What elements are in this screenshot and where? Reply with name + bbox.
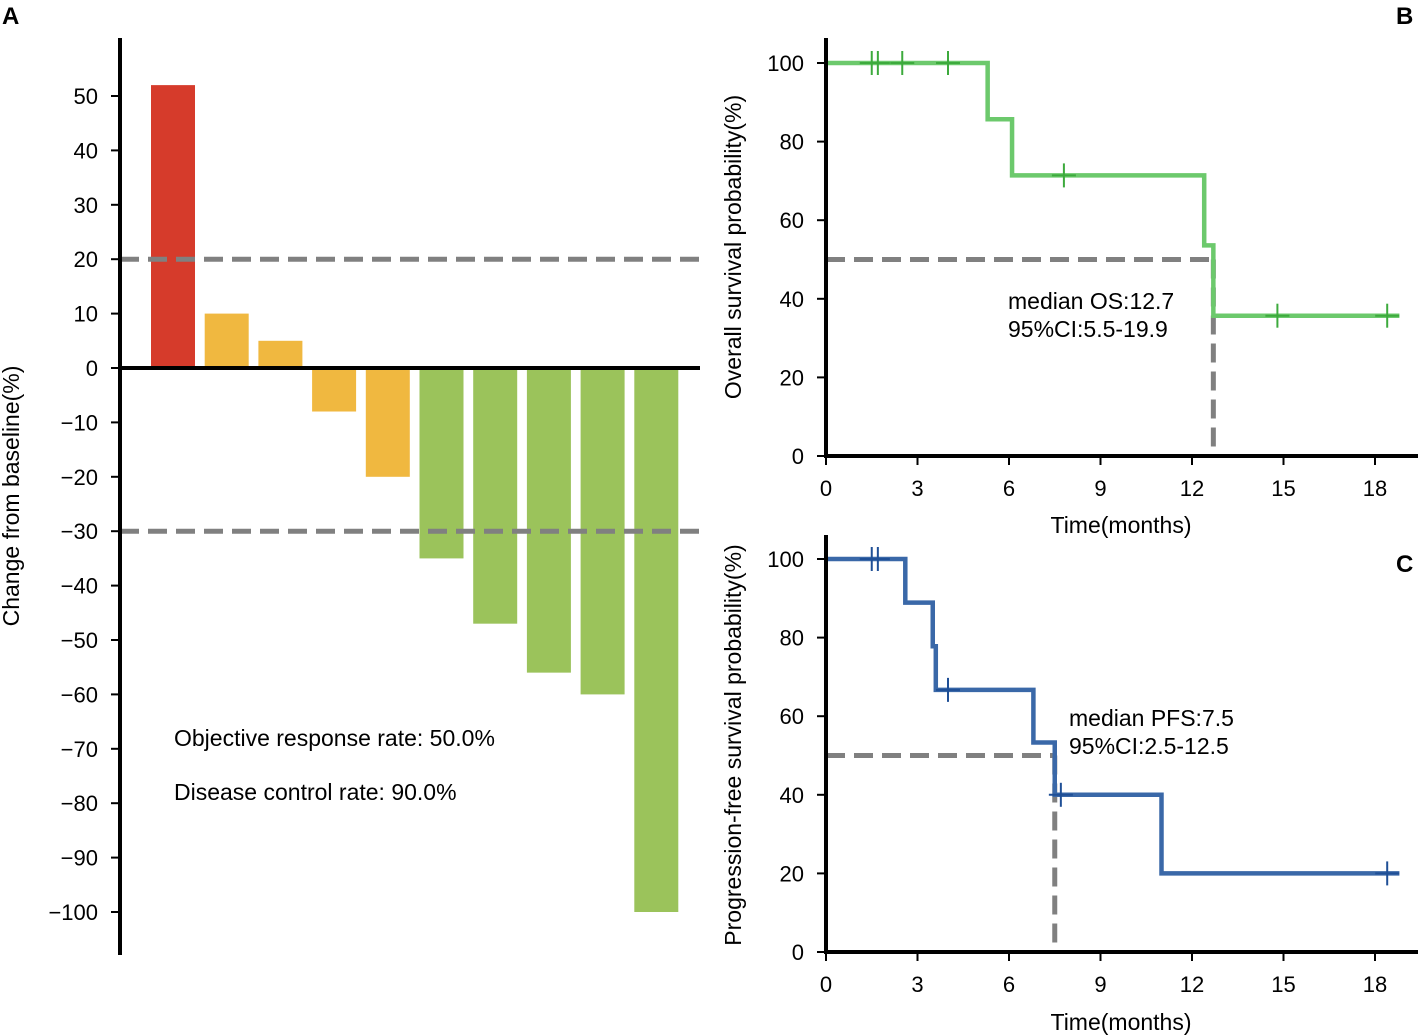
waterfall-y-tick-label: 50 <box>74 84 98 109</box>
waterfall-y-tick-label: −40 <box>61 574 98 599</box>
waterfall-y-tick-label: −100 <box>48 900 98 925</box>
os-ci-label: 95%CI:5.5-19.9 <box>1008 316 1168 342</box>
x-tick-label: 18 <box>1363 476 1387 501</box>
x-tick-label: 12 <box>1180 972 1204 997</box>
pfs-median-lines <box>826 753 1058 952</box>
x-tick-label: 6 <box>1003 476 1015 501</box>
waterfall-y-tick-label: 30 <box>74 193 98 218</box>
survival-curve <box>826 60 1400 318</box>
y-tick-label: 60 <box>780 208 804 233</box>
os-axis-ticks: 0 3 6 9 12 15 18 0 20 40 60 80 100 <box>767 51 1387 501</box>
censor-mark <box>865 51 890 75</box>
x-tick-label: 3 <box>911 972 923 997</box>
survival-curve <box>826 556 1400 876</box>
os-censor-marks <box>859 51 1400 328</box>
waterfall-bar <box>419 368 464 559</box>
median-pfs-label: median PFS:7.5 <box>1069 705 1234 731</box>
y-tick-label: 20 <box>780 365 804 390</box>
y-tick-label: 60 <box>780 704 804 729</box>
pfs-chart: 0 3 6 9 12 15 18 0 20 40 60 80 100 Time(months) Prog… <box>720 535 1418 1035</box>
waterfall-y-tick-label: 0 <box>86 356 98 381</box>
os-y-axis-title: Overall survival probability(%) <box>720 95 746 399</box>
os-curve-group <box>826 60 1400 318</box>
y-tick-label: 0 <box>792 444 804 469</box>
y-tick-label: 80 <box>780 626 804 651</box>
x-tick-label: 15 <box>1271 972 1295 997</box>
panel-letter-a: A <box>2 3 19 30</box>
x-tick-label: 15 <box>1271 476 1295 501</box>
x-tick-label: 3 <box>911 476 923 501</box>
x-tick-label: 9 <box>1094 476 1106 501</box>
censor-mark <box>1375 303 1400 328</box>
disease-control-rate-label: Disease control rate: 90.0% <box>174 779 457 805</box>
waterfall-bar <box>634 368 679 912</box>
waterfall-y-axis-title: Change from baseline(%) <box>0 366 24 627</box>
waterfall-bar <box>365 368 410 477</box>
waterfall-y-tick-label: −80 <box>61 791 98 816</box>
y-tick-label: 80 <box>780 130 804 155</box>
y-tick-label: 0 <box>792 940 804 965</box>
censor-mark <box>890 51 915 75</box>
os-chart: 0 3 6 9 12 15 18 0 20 40 60 80 100 Time(months) Over… <box>720 38 1418 538</box>
y-tick-label: 100 <box>767 51 804 76</box>
censor-mark <box>936 677 960 702</box>
censor-mark <box>936 51 960 75</box>
waterfall-y-tick-label: −60 <box>61 682 98 707</box>
y-tick-label: 40 <box>780 287 804 312</box>
waterfall-y-tick-label: 10 <box>74 302 98 327</box>
waterfall-chart: 50 40 30 20 10 0 −10 −20 −30 −40 −50 −60 −70 −80 −90 −1… <box>0 38 700 955</box>
censor-mark <box>1375 861 1400 886</box>
censor-mark <box>1265 303 1290 328</box>
waterfall-y-tick-label: 40 <box>74 138 98 163</box>
panel-letter-c: C <box>1396 551 1413 578</box>
censor-mark <box>1048 782 1073 807</box>
waterfall-bar <box>204 313 249 368</box>
median-os-label: median OS:12.7 <box>1008 288 1174 314</box>
panel-letter-b: B <box>1396 3 1413 30</box>
waterfall-y-tick-label: −20 <box>61 465 98 490</box>
pfs-ci-label: 95%CI:2.5-12.5 <box>1069 733 1229 759</box>
waterfall-reference-lines <box>120 256 700 534</box>
pfs-x-axis-title: Time(months) <box>1051 1009 1192 1035</box>
waterfall-bar <box>526 368 571 673</box>
x-tick-label: 18 <box>1363 972 1387 997</box>
waterfall-y-tick-label: −50 <box>61 628 98 653</box>
os-x-axis-title: Time(months) <box>1051 512 1192 538</box>
x-tick-label: 9 <box>1094 972 1106 997</box>
waterfall-y-tick-label: −10 <box>61 410 98 435</box>
waterfall-bar <box>473 368 518 624</box>
waterfall-y-tick-label: 20 <box>74 247 98 272</box>
waterfall-bar <box>312 368 357 412</box>
pfs-censor-marks <box>859 547 1400 886</box>
censor-mark <box>1051 163 1076 188</box>
censor-mark <box>865 547 890 571</box>
pfs-curve-group <box>826 556 1400 876</box>
waterfall-bar <box>151 85 195 369</box>
pfs-axis-ticks: 0 3 6 9 12 15 18 0 20 40 60 80 100 <box>767 547 1387 997</box>
pfs-y-axis-title: Progression-free survival probability(%) <box>720 544 746 945</box>
waterfall-bars <box>151 85 679 912</box>
x-tick-label: 0 <box>820 972 832 997</box>
y-tick-label: 40 <box>780 783 804 808</box>
x-tick-label: 12 <box>1180 476 1204 501</box>
y-tick-label: 100 <box>767 547 804 572</box>
waterfall-bar <box>258 340 303 368</box>
waterfall-y-tick-label: −90 <box>61 846 98 871</box>
waterfall-y-tick-label: −70 <box>61 737 98 762</box>
waterfall-y-tick-label: −30 <box>61 519 98 544</box>
objective-response-rate-label: Objective response rate: 50.0% <box>174 725 495 751</box>
y-tick-label: 20 <box>780 861 804 886</box>
waterfall-y-ticks: 50 40 30 20 10 0 −10 −20 −30 −40 −50 −60 −70 −80 −90 −1… <box>48 84 120 925</box>
x-tick-label: 6 <box>1003 972 1015 997</box>
x-tick-label: 0 <box>820 476 832 501</box>
